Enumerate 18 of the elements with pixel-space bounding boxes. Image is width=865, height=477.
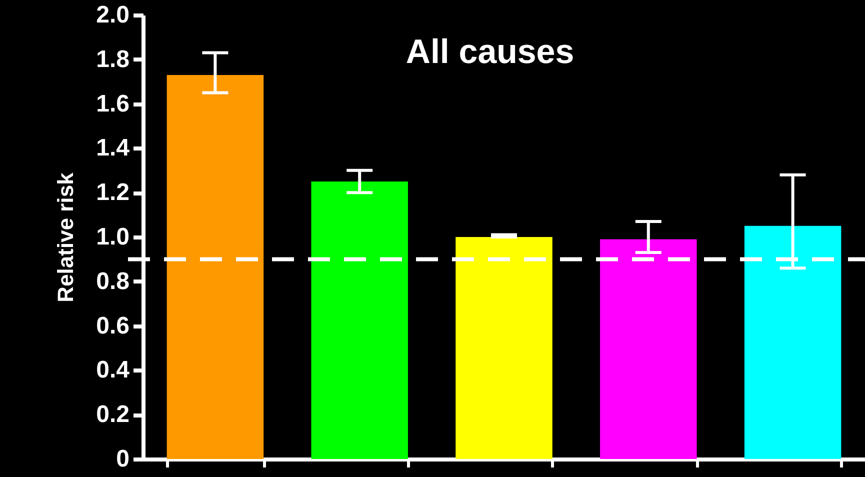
bar (166, 74, 264, 459)
y-tick-label: 2.0 (96, 2, 130, 28)
y-axis-title: Relative risk (53, 172, 78, 302)
y-tick-label: 1.0 (96, 224, 130, 250)
bar (600, 239, 697, 459)
y-tick-label: 1.2 (96, 179, 130, 206)
bar (456, 237, 552, 459)
y-tick-label: 0.2 (96, 401, 130, 428)
bar (311, 182, 408, 459)
y-tick-label: 1.8 (96, 46, 130, 73)
y-tick-label: 1.4 (96, 134, 130, 162)
y-tick-label: 0 (116, 446, 130, 472)
y-tick-label: 0.6 (96, 312, 130, 340)
text: All causes (406, 33, 574, 71)
bar (744, 226, 842, 459)
y-tick-label: 0.8 (96, 268, 130, 295)
y-tick-label: 1.6 (96, 90, 130, 118)
y-tick-label: 0.4 (96, 356, 130, 384)
